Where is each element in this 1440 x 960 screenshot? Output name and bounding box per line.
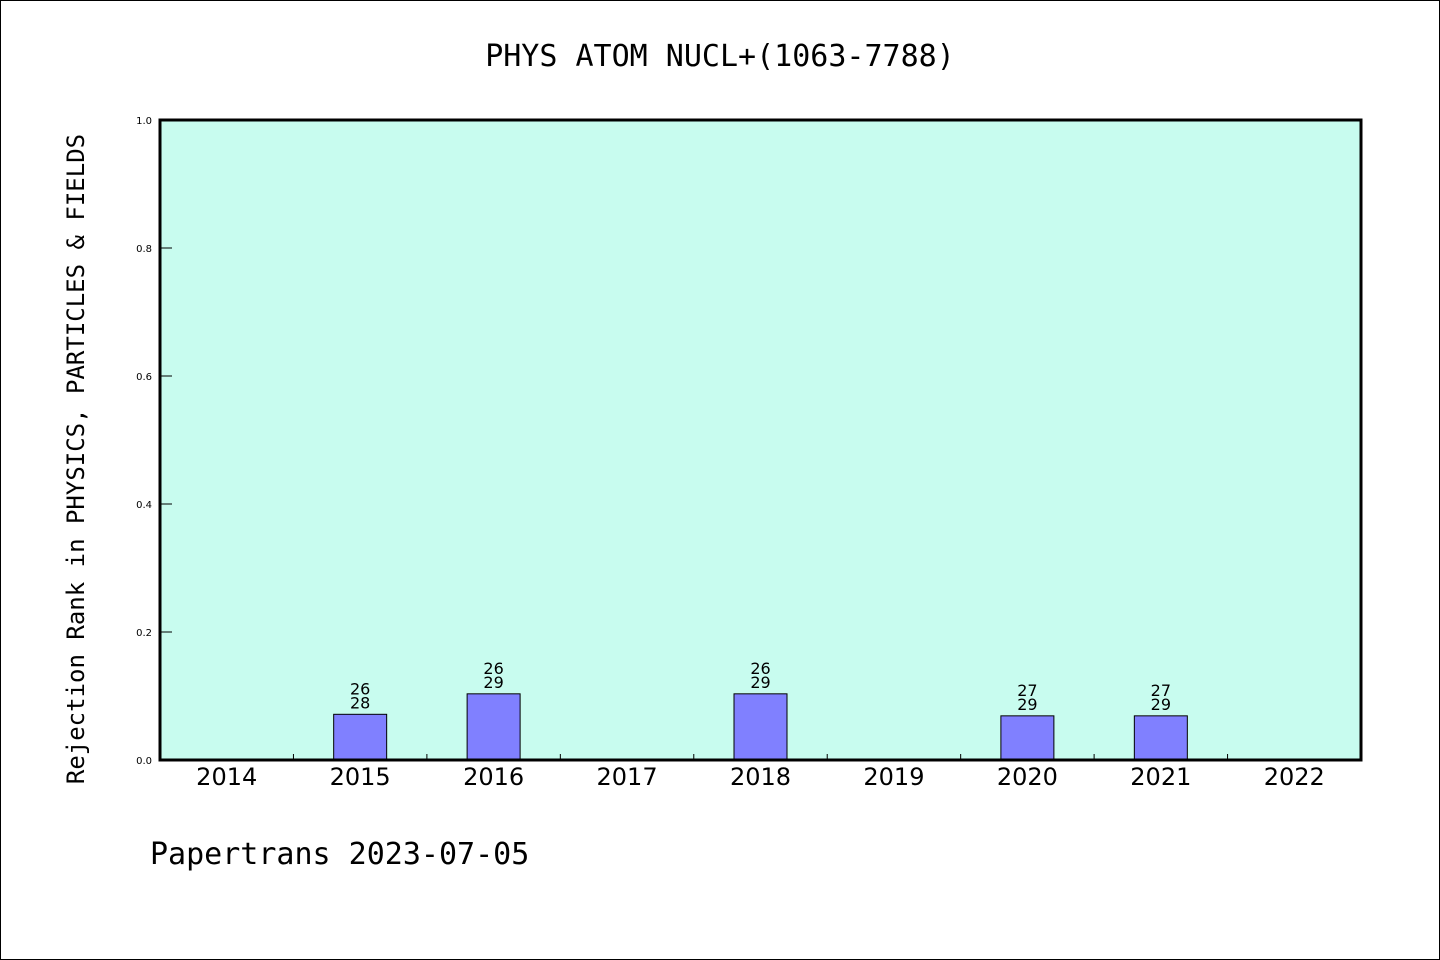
bar-label-rank: 27 <box>1017 681 1037 700</box>
chart-title: PHYS ATOM NUCL+(1063-7788) <box>485 39 955 74</box>
y-tick-label: 0.8 <box>136 244 152 255</box>
bar <box>466 693 521 761</box>
plot-border <box>158 118 1363 762</box>
y-axis-label: Rejection Rank in PHYSICS, PARTICLES & F… <box>62 134 90 784</box>
bar-label-total: 29 <box>483 673 503 692</box>
y-tick-label: 0.4 <box>136 500 152 511</box>
bar-label-rank: 26 <box>483 659 503 678</box>
footer-label: Papertrans 2023-07-05 <box>150 837 529 872</box>
bar-label-rank: 27 <box>1151 681 1171 700</box>
bar-label-rank: 26 <box>750 659 770 678</box>
x-tick-label: 2016 <box>463 763 524 791</box>
x-tick-label: 2014 <box>196 763 257 791</box>
x-tick-label: 2017 <box>597 763 658 791</box>
bars <box>333 693 1188 761</box>
bar-label-rank: 26 <box>350 679 370 698</box>
bar-label-total: 29 <box>1151 695 1171 714</box>
y-tick-label: 1.0 <box>136 116 152 127</box>
bar <box>1000 715 1055 761</box>
bar-label-total: 29 <box>1017 695 1037 714</box>
y-tick-labels: 0.0 0.2 0.4 0.6 0.8 1.0 <box>136 116 152 767</box>
x-tick-label: 2015 <box>330 763 391 791</box>
x-tick-label: 2021 <box>1130 763 1191 791</box>
bar <box>733 693 788 761</box>
x-tick-labels: 2014 2015 2016 2017 2018 2019 2020 2021 2022 <box>196 763 1325 791</box>
x-tick-label: 2020 <box>997 763 1058 791</box>
bar <box>1133 715 1188 761</box>
bar-label-total: 28 <box>350 693 370 712</box>
y-tick-label: 0.2 <box>136 628 152 639</box>
y-tick-label: 0.6 <box>136 372 152 383</box>
x-tick-label: 2022 <box>1264 763 1325 791</box>
bar-label-total: 29 <box>750 673 770 692</box>
y-tick-label: 0.0 <box>136 756 152 767</box>
x-tick-label: 2019 <box>863 763 924 791</box>
plot-area <box>160 120 1361 760</box>
x-tick-label: 2018 <box>730 763 791 791</box>
bar <box>333 713 388 761</box>
